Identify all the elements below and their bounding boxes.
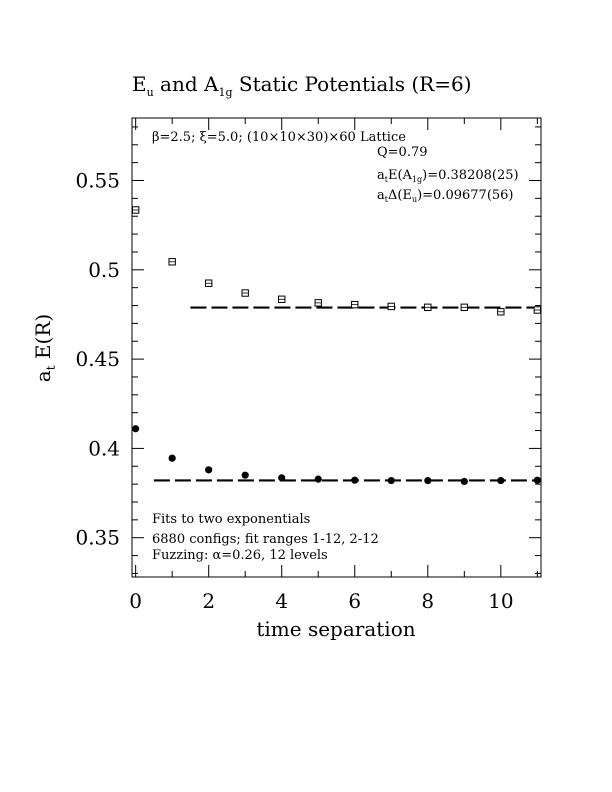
y-tick-label: 0.55: [75, 169, 120, 193]
eu-fit-annotation: atΔ(Eu)=0.09677(56): [377, 188, 514, 204]
data-point-circle: [533, 476, 541, 484]
fits-annotation: Fits to two exponentials: [152, 512, 310, 527]
series-a1g-squares: [131, 206, 542, 316]
data-point-circle: [168, 454, 176, 462]
a1g-fit-annotation: atE(A1g)=0.38208(25): [377, 168, 519, 184]
x-axis-ticks: [135, 118, 538, 577]
chart-title: Eu and A1g Static Potentials (R=6): [132, 72, 472, 99]
y-tick-label: 0.45: [75, 347, 120, 371]
data-point-circle: [351, 476, 359, 484]
x-tick-label: 6: [348, 589, 361, 613]
data-point-circle: [460, 477, 468, 486]
data-point-circle: [278, 474, 286, 482]
x-tick-label: 2: [202, 589, 215, 613]
x-tick-label: 0: [129, 589, 142, 613]
fuzzing-annotation: Fuzzing: α=0.26, 12 levels: [152, 548, 328, 563]
y-axis-tick-labels: 0.35 0.4 0.45 0.5 0.55: [75, 169, 120, 550]
data-point-circle: [387, 476, 395, 485]
fit-lines: [153, 306, 541, 482]
series-eu-circles: [132, 425, 541, 486]
y-tick-label: 0.35: [75, 526, 120, 550]
x-tick-label: 8: [421, 589, 434, 613]
data-point-circle: [424, 476, 432, 485]
data-point-circle: [314, 475, 322, 483]
data-point-circle: [205, 466, 213, 474]
x-axis-label: time separation: [256, 617, 415, 641]
plot-frame: [131, 117, 542, 578]
x-tick-label: 4: [275, 589, 288, 613]
q-annotation: Q=0.79: [377, 145, 428, 160]
lattice-annotation: β=2.5; ξ=5.0; (10×10×30)×60 Lattice: [152, 130, 406, 145]
x-axis-tick-labels: 0 2 4 6 8 10: [129, 589, 513, 613]
y-axis-ticks: [132, 126, 541, 574]
x-tick-label: 10: [488, 589, 513, 613]
y-tick-label: 0.5: [88, 258, 120, 282]
y-axis-label: at E(R): [31, 314, 58, 382]
data-point-circle: [497, 476, 505, 485]
data-point-circle: [132, 425, 140, 433]
data-point-circle: [241, 471, 249, 479]
y-tick-label: 0.4: [88, 436, 120, 460]
configs-annotation: 6880 configs; fit ranges 1-12, 2-12: [152, 532, 379, 547]
